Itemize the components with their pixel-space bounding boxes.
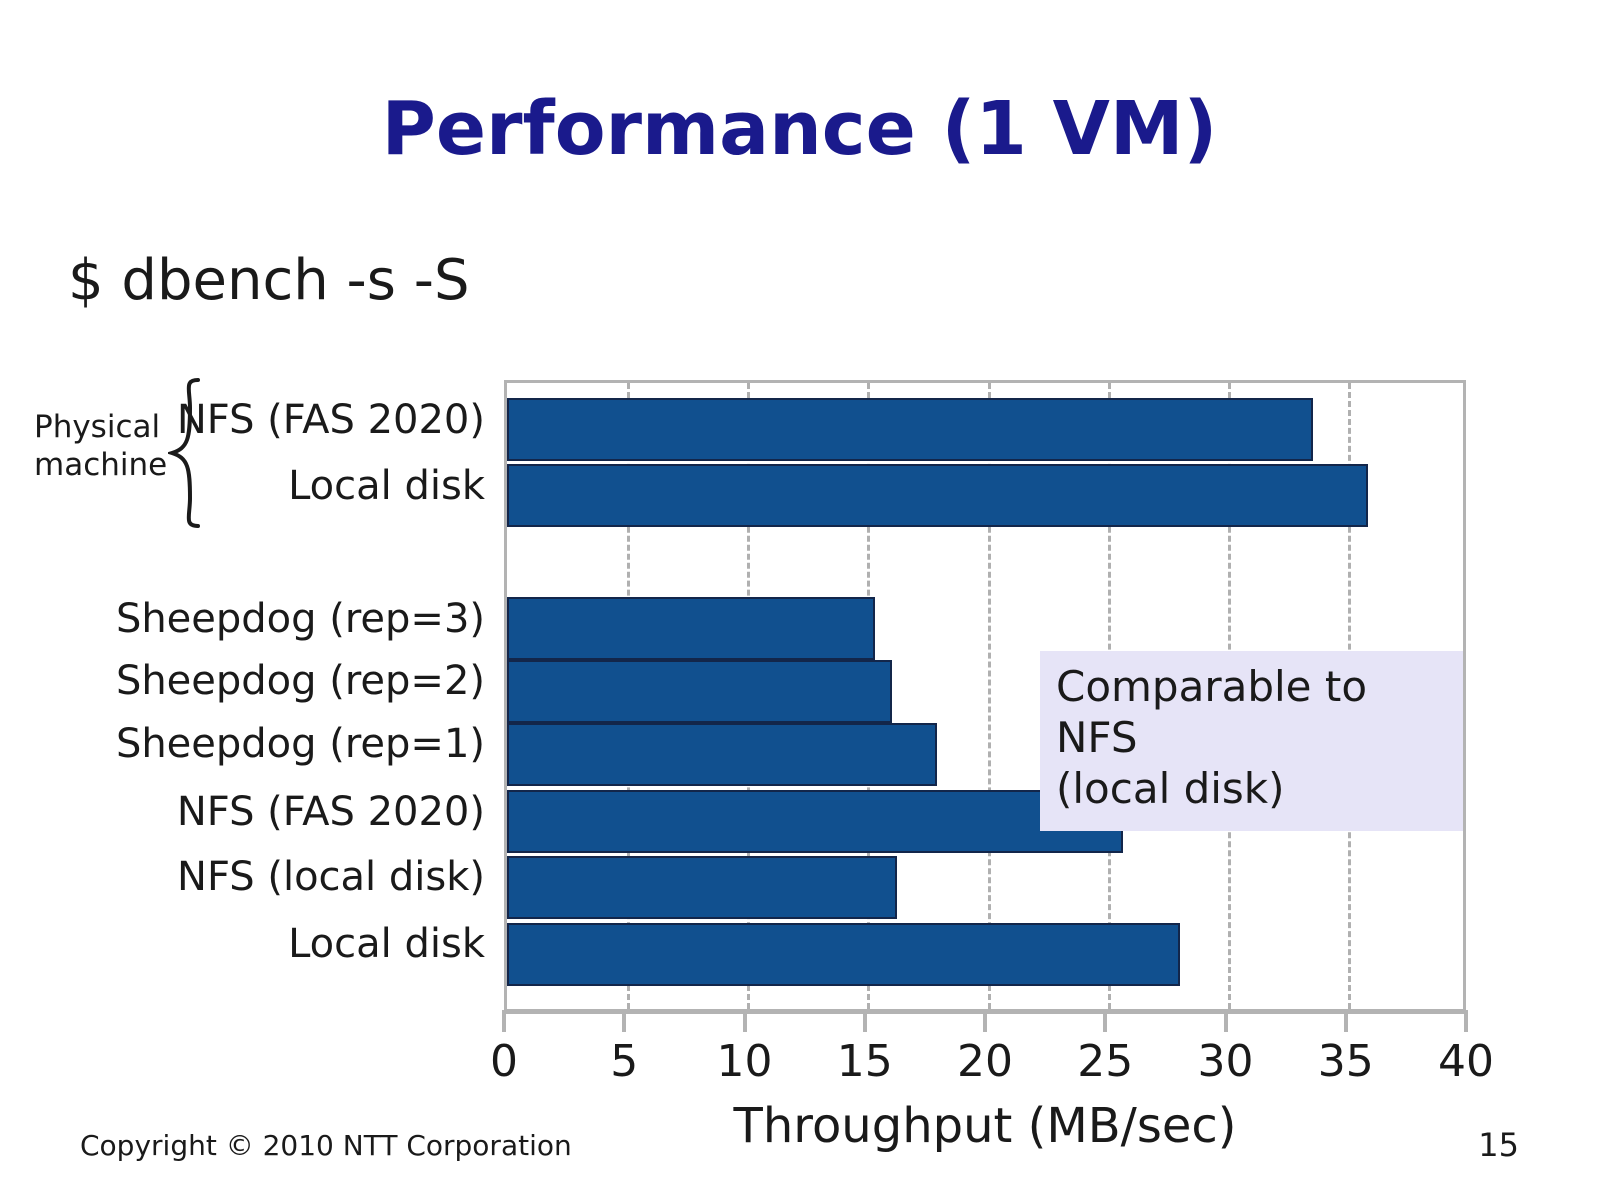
- category-label-physical-local-disk: Local disk: [288, 463, 485, 509]
- bar-physical-nfs-fas2020: [507, 398, 1313, 461]
- callout-line-2: (local disk): [1056, 764, 1285, 814]
- x-tick-mark-10: [742, 1010, 747, 1032]
- x-tick-label-0: 0: [490, 1036, 518, 1087]
- category-label-vm-nfs-local-disk: NFS (local disk): [177, 854, 485, 900]
- chart-inner: [507, 383, 1463, 1009]
- x-axis-title: Throughput (MB/sec): [733, 1098, 1237, 1154]
- callout-annotation: Comparable to NFS (local disk): [1040, 651, 1463, 831]
- category-label-vm-nfs-fas2020: NFS (FAS 2020): [176, 789, 485, 835]
- category-label-vm-local-disk: Local disk: [288, 921, 485, 967]
- bar-sheepdog-rep3: [507, 597, 875, 660]
- bar-vm-nfs-local-disk: [507, 856, 897, 919]
- category-label-sheepdog-rep2: Sheepdog (rep=2): [115, 658, 485, 704]
- category-label-sheepdog-rep1: Sheepdog (rep=1): [115, 721, 485, 767]
- x-tick-mark-25: [1103, 1010, 1108, 1032]
- physical-machine-group-label: Physical machine: [34, 409, 167, 485]
- x-tick-mark-0: [502, 1010, 506, 1032]
- footer-page-number: 15: [1478, 1126, 1519, 1164]
- physical-machine-label-line2: machine: [34, 446, 168, 483]
- page-title: Performance (1 VM): [381, 86, 1218, 172]
- x-tick-mark-30: [1223, 1010, 1228, 1032]
- x-tick-mark-5: [622, 1010, 627, 1032]
- x-tick-mark-35: [1343, 1010, 1348, 1032]
- bar-sheepdog-rep1: [507, 723, 938, 786]
- curly-brace-icon: [168, 378, 200, 528]
- footer-copyright: Copyright © 2010 NTT Corporation: [80, 1129, 572, 1162]
- callout-line-1: Comparable to NFS: [1056, 662, 1368, 763]
- x-tick-mark-15: [862, 1010, 867, 1032]
- x-tick-label-40: 40: [1438, 1036, 1494, 1087]
- bar-sheepdog-rep2: [507, 660, 892, 723]
- bar-vm-nfs-fas2020: [507, 790, 1123, 853]
- chart-plot-area: [504, 380, 1466, 1012]
- x-tick-label-20: 20: [957, 1036, 1013, 1087]
- x-tick-mark-20: [983, 1010, 987, 1032]
- x-tick-label-5: 5: [610, 1036, 639, 1087]
- bar-vm-local-disk: [507, 923, 1181, 986]
- physical-machine-label-line1: Physical: [34, 409, 161, 445]
- category-label-physical-nfs-fas2020: NFS (FAS 2020): [176, 397, 485, 443]
- x-tick-label-30: 30: [1197, 1036, 1254, 1087]
- x-tick-label-10: 10: [716, 1036, 773, 1087]
- x-tick-label-25: 25: [1077, 1036, 1134, 1087]
- x-tick-label-35: 35: [1317, 1036, 1374, 1087]
- category-label-sheepdog-rep3: Sheepdog (rep=3): [115, 596, 485, 642]
- x-tick-mark-40: [1464, 1010, 1468, 1032]
- x-tick-label-15: 15: [836, 1036, 893, 1087]
- command-text: $ dbench -s -S: [68, 248, 470, 313]
- gridline-20: [988, 383, 994, 1009]
- bar-physical-local-disk: [507, 464, 1368, 527]
